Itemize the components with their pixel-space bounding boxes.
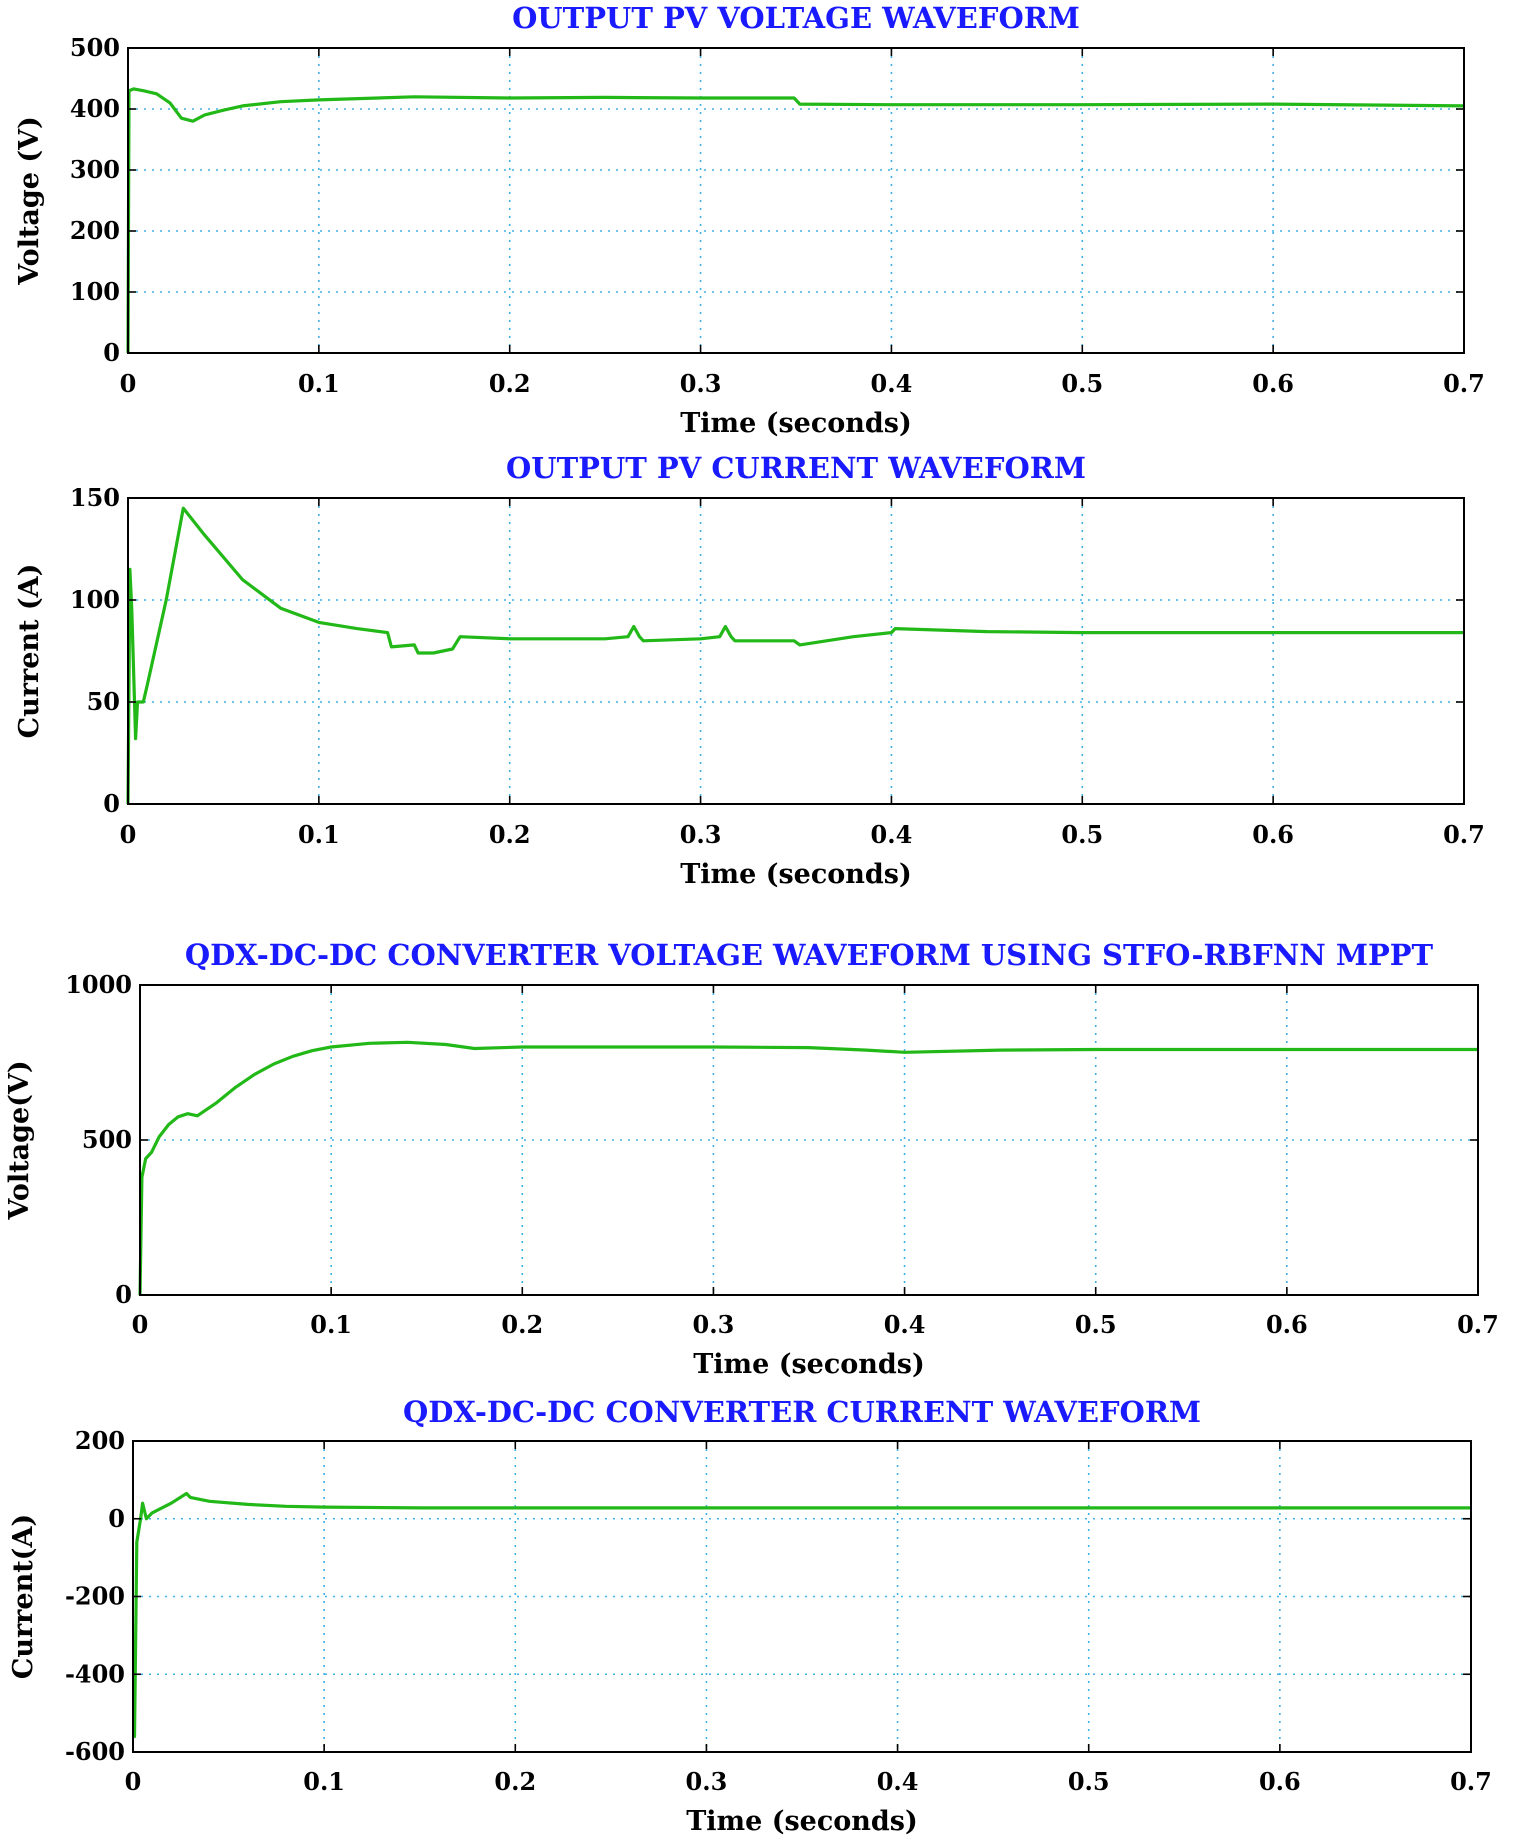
- chart-panel-2: 0 0.1 0.2 0.3 0.4 0.5 0.6 0.7 0 50 100 150 OUTPUT PV…: [14, 451, 1485, 890]
- x-tick-label: 0.1: [303, 1767, 345, 1796]
- y-tick-label: 200: [70, 216, 120, 245]
- y-tick-label: -200: [65, 1582, 125, 1611]
- x-tick-label: 0.3: [680, 369, 722, 398]
- x-tick-label: 0.7: [1443, 369, 1485, 398]
- y-tick-label: -600: [65, 1737, 125, 1766]
- y-tick-label: 100: [70, 277, 120, 306]
- y-tick-label: 0: [103, 789, 120, 818]
- x-tick-label: 0.6: [1266, 1310, 1308, 1339]
- y-tick-label: 0: [108, 1504, 125, 1533]
- x-tick-label: 0.2: [494, 1767, 536, 1796]
- y-axis-label: Voltage(V): [4, 1060, 35, 1220]
- chart-title: OUTPUT PV VOLTAGE WAVEFORM: [512, 1, 1080, 35]
- x-tick-label: 0.4: [871, 820, 913, 849]
- chart-title: QDX-DC-DC CONVERTER VOLTAGE WAVEFORM USI…: [185, 938, 1434, 972]
- series-line: [132, 1491, 1471, 1739]
- x-tick-label: 0.7: [1450, 1767, 1492, 1796]
- chart-title: OUTPUT PV CURRENT WAVEFORM: [506, 451, 1086, 485]
- x-tick-label: 0.1: [298, 369, 340, 398]
- x-tick-label: 0: [120, 820, 137, 849]
- series-line: [126, 506, 1464, 805]
- x-tick-label: 0.2: [501, 1310, 543, 1339]
- x-tick-label: 0.1: [298, 820, 340, 849]
- y-tick-label: 400: [70, 94, 120, 123]
- x-tick-label: 0.6: [1252, 820, 1294, 849]
- x-axis-label: Time (seconds): [693, 1349, 925, 1380]
- x-tick-label: 0.4: [877, 1767, 919, 1796]
- x-tick-label: 0.7: [1457, 1310, 1499, 1339]
- x-tick-label: 0.4: [871, 369, 913, 398]
- y-tick-label: 1000: [65, 970, 132, 999]
- series-line: [126, 87, 1465, 354]
- y-tick-label: 150: [70, 483, 120, 512]
- x-tick-label: 0.3: [680, 820, 722, 849]
- y-tick-label: 100: [70, 585, 120, 614]
- chart-panel-4: 0 0.1 0.2 0.3 0.4 0.5 0.6 0.7 200 0 -200 -400 -600 QD…: [8, 1395, 1492, 1837]
- y-axis-label: Voltage (V): [14, 116, 45, 286]
- chart-title: QDX-DC-DC CONVERTER CURRENT WAVEFORM: [403, 1395, 1201, 1429]
- x-tick-label: 0.4: [884, 1310, 926, 1339]
- y-tick-label: 500: [82, 1125, 132, 1154]
- x-tick-label: 0.1: [310, 1310, 352, 1339]
- x-axis-label: Time (seconds): [680, 859, 912, 890]
- x-axis-label: Time (seconds): [686, 1806, 918, 1837]
- y-tick-label: -400: [65, 1659, 125, 1688]
- series-line: [138, 1040, 1478, 1296]
- y-axis-label: Current (A): [14, 564, 45, 739]
- x-tick-label: 0.6: [1259, 1767, 1301, 1796]
- x-tick-label: 0.3: [686, 1767, 728, 1796]
- plot-frame: [127, 47, 1465, 354]
- x-tick-label: 0.5: [1061, 369, 1103, 398]
- y-tick-label: 200: [75, 1426, 125, 1455]
- y-tick-label: 300: [70, 155, 120, 184]
- y-axis-label: Current(A): [8, 1514, 39, 1679]
- x-tick-label: 0: [120, 369, 137, 398]
- y-tick-label: 0: [103, 338, 120, 367]
- x-tick-label: 0.5: [1061, 820, 1103, 849]
- chart-panel-3: 0 0.1 0.2 0.3 0.4 0.5 0.6 0.7 0 500 1000 QDX-DC-DC …: [4, 938, 1499, 1380]
- x-tick-label: 0.6: [1252, 369, 1294, 398]
- y-tick-label: 0: [115, 1280, 132, 1309]
- x-tick-label: 0: [132, 1310, 149, 1339]
- x-tick-label: 0.5: [1075, 1310, 1117, 1339]
- x-tick-label: 0: [125, 1767, 142, 1796]
- x-tick-label: 0.7: [1443, 820, 1485, 849]
- y-tick-label: 500: [70, 33, 120, 62]
- x-tick-label: 0.2: [489, 820, 531, 849]
- x-tick-label: 0.2: [489, 369, 531, 398]
- chart-panel-1: 0 0.1 0.2 0.3 0.4 0.5 0.6 0.7 0 100 200 300 400 500 OU…: [14, 1, 1485, 439]
- x-tick-label: 0.5: [1068, 1767, 1110, 1796]
- x-axis-label: Time (seconds): [680, 408, 912, 439]
- plot-frame: [127, 497, 1465, 805]
- x-tick-label: 0.3: [693, 1310, 735, 1339]
- y-tick-label: 50: [87, 687, 120, 716]
